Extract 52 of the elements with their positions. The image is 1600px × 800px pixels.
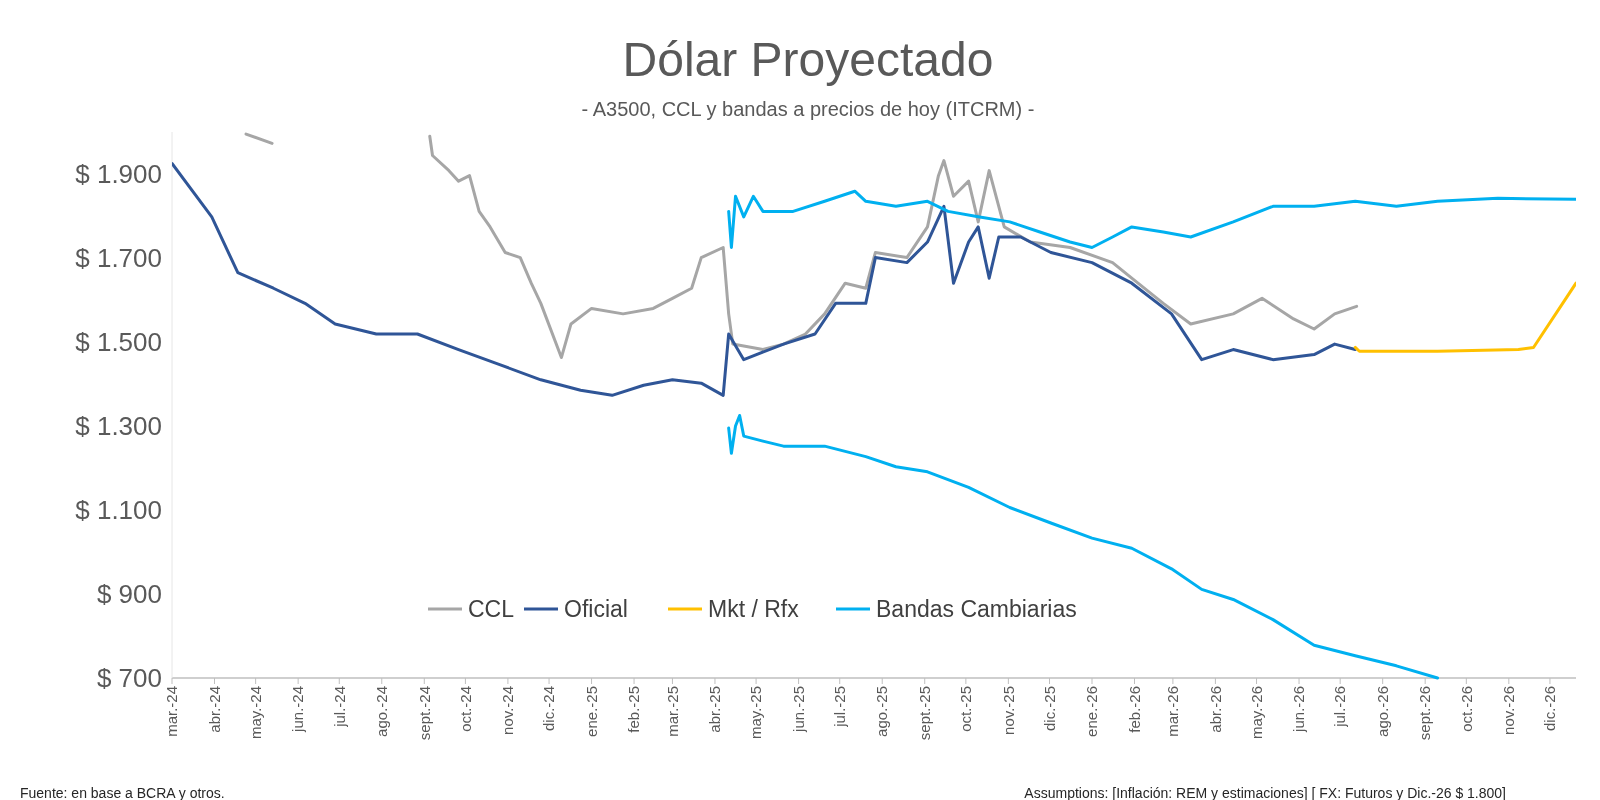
- x-tick-label: abr.-24: [205, 686, 223, 733]
- x-tick-label: sept.-24: [415, 686, 433, 741]
- x-tick-label: ene.-25: [582, 686, 600, 737]
- x-tick-label: dic.-26: [1541, 686, 1559, 732]
- x-tick-label: sept.-26: [1416, 686, 1434, 741]
- x-tick-label: mar.-24: [163, 686, 181, 737]
- source-note: Fuente: en base a BCRA y otros.: [20, 785, 225, 800]
- text: Assumptions: [Inflación: REM y estimaciones] [ FX: Futuros y Dic.-26 $ 1.800]: [1024, 785, 1506, 800]
- x-tick-label: jul.-26: [1331, 686, 1349, 728]
- x-tick-label: jul.-25: [830, 686, 848, 728]
- x-tick-label: oct.-26: [1457, 686, 1475, 732]
- x-tick-label: abr.-25: [706, 686, 724, 733]
- x-tick-label: ago.-24: [373, 686, 391, 737]
- x-tick-label: may.-26: [1247, 686, 1265, 740]
- x-tick-label: sept.-25: [915, 686, 933, 741]
- chart-title: Dólar Proyectado: [622, 33, 994, 86]
- line-series: [1353, 281, 1576, 353]
- y-tick-label: $ 1.700: [75, 243, 162, 274]
- x-tick-label: ago.-25: [873, 686, 891, 737]
- legend-label: Oficial: [564, 596, 628, 623]
- x-tick-label: abr.-26: [1206, 686, 1224, 733]
- x-tick-label: oct.-24: [456, 686, 474, 732]
- x-tick-label: mar.-26: [1164, 686, 1182, 737]
- x-tick-label: dic.-25: [1040, 686, 1058, 732]
- x-tick-label: ene.-26: [1083, 686, 1101, 737]
- y-tick-label: $ 700: [96, 663, 162, 694]
- x-tick-label: feb.-25: [625, 686, 643, 733]
- x-tick-label: nov.-24: [499, 686, 517, 735]
- y-tick-label: $ 900: [96, 579, 162, 610]
- x-tick-label: jun.-24: [289, 686, 307, 733]
- x-tick-label: jul.-24: [330, 686, 348, 728]
- x-tick-label: ago.-26: [1373, 686, 1391, 737]
- x-tick-label: nov.-25: [999, 686, 1017, 735]
- x-tick-label: feb.-26: [1125, 686, 1143, 733]
- x-tick-label: mar.-25: [663, 686, 681, 737]
- y-tick-label: $ 1.500: [75, 327, 162, 358]
- x-tick-label: may.-25: [747, 686, 765, 740]
- line-series: [172, 162, 1357, 397]
- x-tick-label: jun.-26: [1290, 686, 1308, 733]
- chart-subtitle: - A3500, CCL y bandas a precios de hoy (ITCRM) -: [581, 98, 1035, 120]
- y-tick-label: $ 1.100: [75, 495, 162, 526]
- legend-label: Bandas Cambiarias: [876, 596, 1077, 623]
- legend-label: CCL: [468, 596, 515, 623]
- line-series: [727, 189, 1576, 249]
- x-tick-label: dic.-24: [540, 686, 558, 732]
- legend-label: Mkt / Rfx: [708, 596, 800, 623]
- y-tick-label: $ 1.900: [75, 159, 162, 190]
- x-tick-label: jun.-25: [789, 686, 807, 733]
- y-tick-label: $ 1.300: [75, 411, 162, 442]
- x-tick-label: may.-24: [246, 686, 264, 740]
- x-tick-label: nov.-26: [1500, 686, 1518, 735]
- x-tick-label: oct.-25: [957, 686, 975, 732]
